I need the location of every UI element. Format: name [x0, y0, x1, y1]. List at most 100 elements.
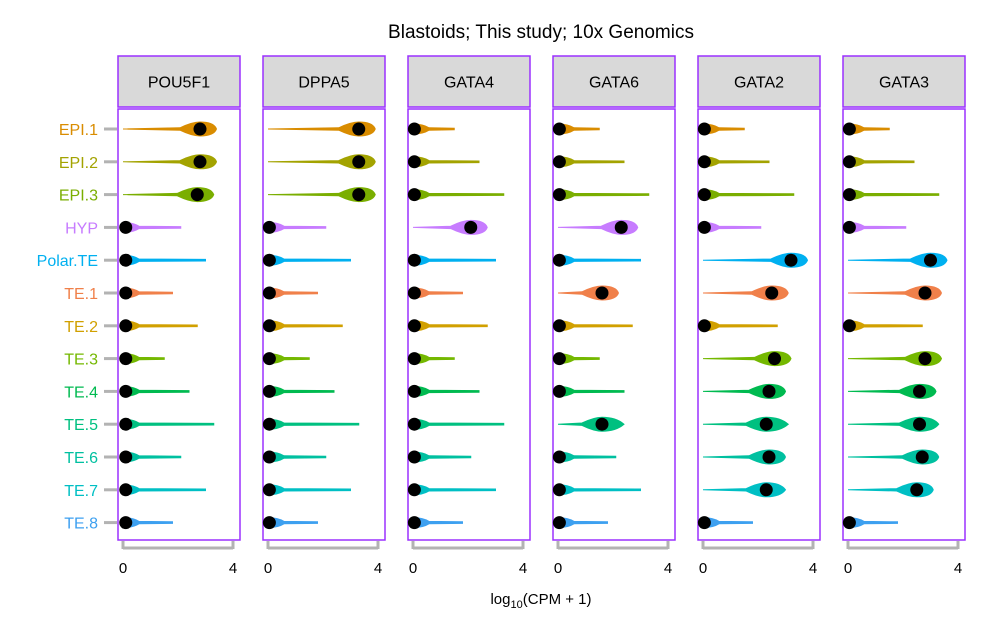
median-point	[918, 352, 932, 366]
median-point	[552, 188, 566, 202]
x-tick-label: 0	[264, 560, 272, 577]
violin-te-3	[847, 351, 943, 367]
violin-te-6	[847, 449, 940, 465]
median-point	[119, 417, 133, 431]
median-point	[262, 352, 276, 366]
median-point	[913, 417, 926, 431]
x-axis-title-suffix: (CPM + 1)	[523, 591, 592, 608]
median-point	[352, 155, 366, 169]
median-point	[407, 188, 421, 202]
median-point	[407, 319, 421, 333]
median-point	[697, 155, 711, 169]
median-point	[352, 188, 366, 202]
violin-epi-2	[122, 154, 218, 170]
category-label: TE.3	[64, 352, 98, 369]
median-point	[759, 483, 773, 497]
x-axis-title-subscript: 10	[511, 599, 523, 611]
panel-gata3: GATA3 0 4	[842, 55, 966, 577]
median-point	[262, 417, 276, 431]
median-point	[765, 286, 779, 300]
violin-polar-te	[702, 252, 809, 268]
violin-te-4	[847, 383, 937, 399]
violin-epi-3	[122, 187, 215, 203]
median-point	[697, 122, 711, 136]
median-point	[552, 319, 566, 333]
violin-epi-2	[267, 154, 376, 170]
median-point	[768, 352, 781, 366]
median-point	[762, 450, 776, 464]
median-point	[193, 155, 207, 169]
category-label: EPI.1	[59, 122, 98, 139]
median-point	[842, 122, 856, 136]
strip-pou5f1	[117, 55, 241, 108]
median-point	[552, 253, 566, 267]
median-point	[842, 516, 856, 530]
x-tick-label: 4	[664, 560, 672, 577]
median-point	[759, 417, 773, 431]
median-point	[262, 319, 276, 333]
median-point	[842, 155, 856, 169]
median-point	[407, 516, 421, 530]
median-point	[119, 352, 133, 366]
strip-gata2	[697, 55, 821, 108]
strip-gata6	[552, 55, 676, 108]
median-point	[910, 483, 924, 497]
category-labels: EPI.1 EPI.2 EPI.3 HYP Polar.TE TE.1 TE.2 TE.3 TE…	[37, 122, 117, 533]
violin-epi-1	[267, 121, 376, 137]
median-point	[595, 286, 609, 300]
median-point	[595, 417, 609, 431]
x-tick-label: 0	[844, 560, 852, 577]
category-label: TE.2	[64, 319, 98, 336]
median-point	[262, 220, 276, 234]
panel-gata4: GATA4 0 4	[407, 55, 531, 577]
chart-title: Blastoids; This study; 10x Genomics	[388, 22, 694, 43]
median-point	[119, 220, 133, 234]
category-label: TE.1	[64, 286, 98, 303]
median-point	[784, 253, 798, 267]
x-tick-label: 4	[809, 560, 817, 577]
median-point	[913, 384, 926, 398]
median-point	[407, 122, 421, 136]
category-label: TE.6	[64, 450, 98, 467]
median-point	[842, 188, 856, 202]
category-label: Polar.TE	[37, 253, 98, 270]
median-point	[193, 122, 207, 136]
violin-epi-1	[122, 121, 218, 137]
violin-te-1	[847, 285, 943, 301]
median-point	[552, 122, 566, 136]
panel-dppa5: DPPA5 0 4	[262, 55, 386, 577]
strip-label: GATA6	[589, 75, 639, 92]
x-axis-title: log10(CPM + 1)	[490, 591, 591, 611]
median-point	[262, 253, 276, 267]
median-point	[407, 253, 421, 267]
median-point	[407, 286, 421, 300]
strip-label: DPPA5	[298, 75, 349, 92]
x-tick-label: 0	[119, 560, 127, 577]
x-tick-label: 0	[554, 560, 562, 577]
median-point	[552, 516, 566, 530]
median-point	[407, 483, 421, 497]
median-point	[407, 417, 421, 431]
category-label: TE.7	[64, 483, 98, 500]
median-point	[119, 483, 133, 497]
x-tick-label: 4	[954, 560, 962, 577]
median-point	[119, 516, 133, 530]
median-point	[915, 450, 929, 464]
median-point	[697, 319, 711, 333]
median-point	[119, 253, 133, 267]
strip-gata4	[407, 55, 531, 108]
strip-label: GATA4	[444, 75, 494, 92]
median-point	[842, 220, 856, 234]
median-point	[407, 352, 421, 366]
median-point	[762, 384, 776, 398]
panel-gata2: GATA2 0 4	[697, 55, 821, 577]
x-tick-label: 4	[519, 560, 527, 577]
median-point	[924, 253, 937, 267]
median-point	[262, 384, 276, 398]
median-point	[697, 188, 711, 202]
x-tick-label: 4	[229, 560, 237, 577]
strip-dppa5	[262, 55, 386, 108]
median-point	[352, 122, 366, 136]
median-point	[119, 384, 133, 398]
